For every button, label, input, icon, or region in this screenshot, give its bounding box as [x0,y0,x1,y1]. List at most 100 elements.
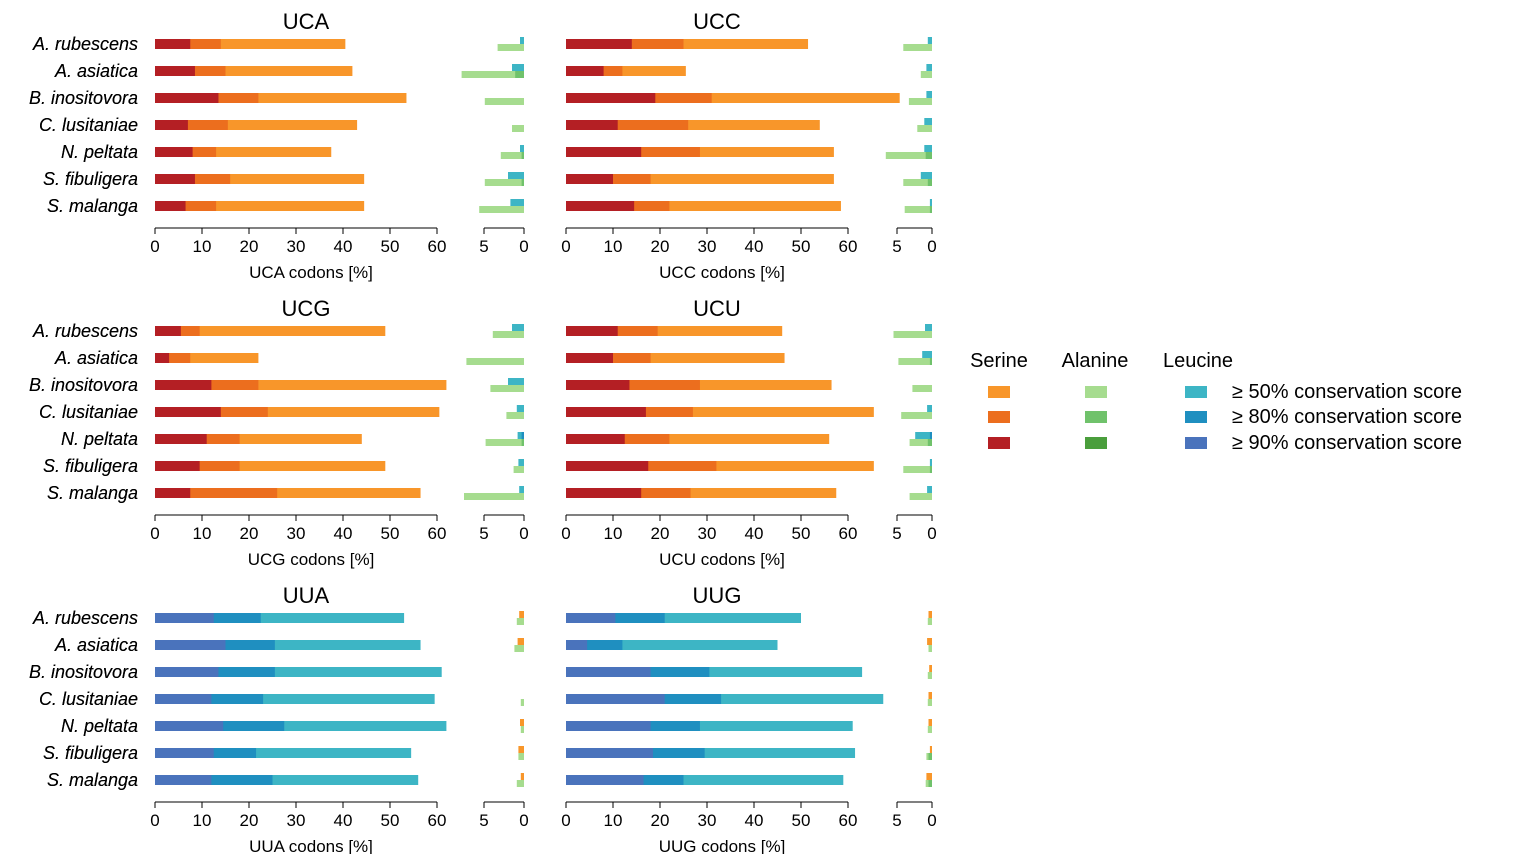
side-alanine-c-lusitaniae-c50 [927,699,932,706]
side-leucine-n-peltata-c50 [915,432,932,439]
side-alanine-b-inositovora-c50 [912,385,932,392]
bar-a-asiatica-c50 [155,66,353,76]
side-alanine-a-asiatica-c50 [514,645,524,652]
bar-a-asiatica-c90 [155,640,226,650]
bar-a-asiatica-c80 [155,353,191,363]
side-alanine-a-asiatica-c50 [466,358,524,365]
bar-a-rubescens-c50 [155,613,405,623]
species-label-s-fibuligera: S. fibuligera [43,169,138,189]
tick-label: 10 [604,524,623,543]
side-leucine-n-peltata-c50 [924,145,932,152]
tick-label: 20 [651,811,670,830]
side-leucine-c-lusitaniae-c50 [516,405,524,412]
x-axis-label: UCC codons [%] [659,263,785,282]
side-alanine-n-peltata-c50 [520,726,524,733]
x-axis-label: UUA codons [%] [249,837,373,854]
side-alanine-c-lusitaniae-c50 [901,412,932,419]
side-leucine-b-inositovora-c50 [508,378,524,385]
side-leucine-s-fibuligera-c50 [929,459,932,466]
bar-b-inositovora-c90 [155,667,219,677]
tick-label: 40 [745,811,764,830]
bar-s-malanga-c50 [566,201,841,211]
bar-c-lusitaniae-c90 [566,120,618,130]
side-alanine-a-asiatica-c50 [898,358,932,365]
tick-label: 0 [519,524,528,543]
panel-ucu: UCU A. rubescens A. asiatica B. inositovora… [29,296,937,569]
bar-c-lusitaniae-c80 [566,120,689,130]
species-label-c-lusitaniae: C. lusitaniae [39,115,138,135]
side-alanine-a-asiatica-c50 [920,71,932,78]
species-label-a-asiatica: A. asiatica [54,348,138,368]
tick-label: 60 [428,524,447,543]
side-serine-s-fibuligera-c50 [518,746,524,753]
species-label-a-asiatica: A. asiatica [54,61,138,81]
bar-n-peltata-c50 [155,721,447,731]
panel-title: UCU [693,296,741,321]
species-label-a-asiatica: A. asiatica [54,61,138,81]
tick-label: 30 [287,811,306,830]
side-serine-a-rubescens-c50 [928,611,932,618]
tick-label: 50 [381,237,400,256]
bar-s-malanga-c80 [155,488,278,498]
bar-n-peltata-c90 [566,434,625,444]
side-alanine-n-peltata-c80 [925,152,932,159]
side-leucine-a-asiatica-c50 [922,351,932,358]
bar-c-lusitaniae-c80 [155,120,228,130]
bar-a-rubescens-c50 [155,39,346,49]
tick-label: 30 [698,237,717,256]
species-label-a-rubescens: A. rubescens [32,34,138,54]
side-leucine-n-peltata-c50 [520,145,524,152]
species-label-n-peltata: N. peltata [61,429,138,449]
side-alanine-a-asiatica-c50 [928,645,932,652]
bar-a-rubescens-c50 [566,39,809,49]
bar-a-asiatica-c50 [155,353,259,363]
bar-b-inositovora-c50 [155,667,442,677]
tick-label: 0 [150,524,159,543]
side-leucine-a-rubescens-c50 [520,37,524,44]
side-alanine-n-peltata-c50 [500,152,524,159]
side-alanine-s-fibuligera-c50 [513,466,524,473]
side-alanine-s-fibuligera-c50 [518,753,524,760]
bar-c-lusitaniae-c90 [155,694,212,704]
tick-label: 5 [892,237,901,256]
bar-s-fibuligera-c90 [155,461,200,471]
legend-swatch-serine-c90 [988,437,1010,449]
bar-s-malanga-c90 [566,201,635,211]
bar-a-asiatica-c50 [566,640,778,650]
panels: UCA A. rubescens A. asiatica B. inositovora… [29,9,937,854]
tick-label: 50 [792,811,811,830]
bar-s-malanga-c90 [566,775,644,785]
side-alanine-a-asiatica-c80 [515,71,524,78]
tick-label: 20 [651,237,670,256]
tick-label: 0 [561,237,570,256]
legend-swatch-serine-c50 [988,386,1010,398]
bar-a-rubescens-c90 [155,326,181,336]
panel-title: UUA [283,583,330,608]
bar-a-rubescens-c90 [566,613,616,623]
species-label-b-inositovora: B. inositovora [29,662,138,682]
bar-c-lusitaniae-c50 [155,407,440,417]
side-leucine-s-malanga-c50 [519,486,524,493]
bar-n-peltata-c50 [155,147,332,157]
panel-ucg: UCG A. rubescens A. asiatica B. inositovora… [29,296,529,569]
species-label-a-rubescens: A. rubescens [32,321,138,341]
species-label-s-malanga: S. malanga [47,196,138,216]
side-leucine-c-lusitaniae-c50 [924,118,932,125]
species-label-a-rubescens: A. rubescens [32,34,138,54]
side-alanine-n-peltata-c80 [521,152,524,159]
bar-c-lusitaniae-c50 [155,120,358,130]
side-alanine-s-malanga-c50 [464,493,524,500]
legend-swatches [988,386,1207,449]
legend-header-serine: Serine [970,350,1028,372]
tick-label: 0 [150,811,159,830]
bar-a-rubescens-c90 [566,326,618,336]
side-serine-a-asiatica-c50 [927,638,932,645]
species-label-s-fibuligera: S. fibuligera [43,169,138,189]
species-label-s-fibuligera: S. fibuligera [43,743,138,763]
side-alanine-s-fibuligera-c80 [929,466,932,473]
side-alanine-s-malanga-c50 [479,206,524,213]
bar-n-peltata-c90 [566,721,651,731]
legend-header-alanine: Alanine [1062,350,1129,372]
tick-label: 10 [193,811,212,830]
tick-label: 40 [334,811,353,830]
